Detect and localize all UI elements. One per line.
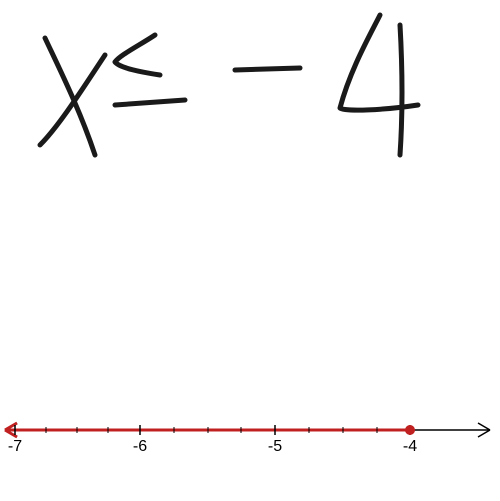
tick-label: -4 (403, 438, 417, 456)
tick-label: -7 (8, 438, 22, 456)
tick-label: -5 (268, 438, 282, 456)
handwritten-inequality (0, 0, 500, 200)
number-line: -7 -6 -5 -4 (0, 400, 500, 480)
tick-label: -6 (133, 438, 147, 456)
